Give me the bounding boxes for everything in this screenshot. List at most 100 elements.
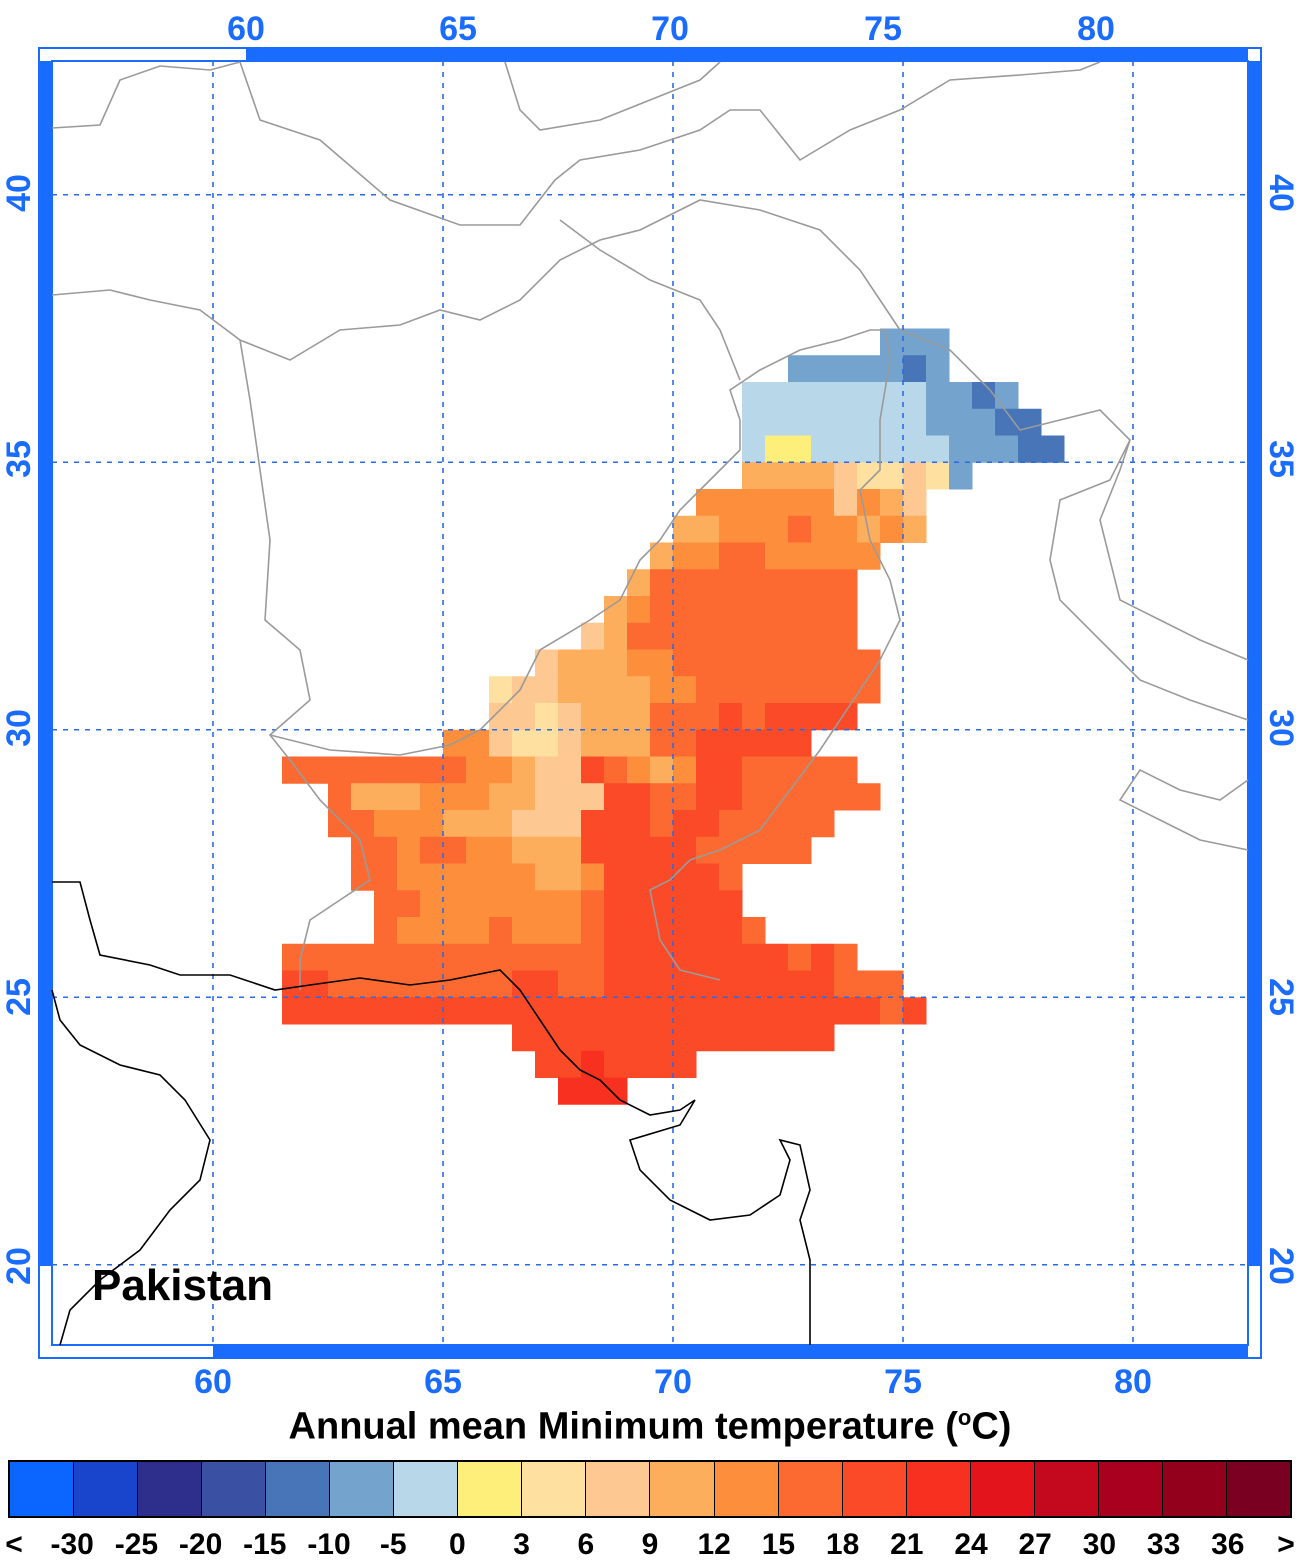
temperature-cell: [742, 703, 766, 731]
colorbar-swatch: [714, 1462, 779, 1516]
temperature-cell: [788, 462, 812, 490]
temperature-cell: [535, 756, 559, 784]
temperature-cell: [903, 489, 927, 517]
bottom-axis-bar: [213, 1345, 1248, 1358]
temperature-cell: [742, 676, 766, 704]
colorbar-swatch: [842, 1462, 907, 1516]
colorbar-swatch: [650, 1462, 715, 1516]
temperature-cell: [742, 542, 766, 570]
temperature-cell: [627, 1024, 651, 1052]
temperature-cell: [1018, 435, 1042, 463]
left-lat-tick: 40: [0, 174, 38, 212]
colorbar-swatch: [458, 1462, 523, 1516]
temperature-cell: [811, 542, 835, 570]
top-lon-tick: 70: [651, 10, 689, 48]
temperature-cell: [742, 515, 766, 543]
colorbar-swatch: [10, 1462, 75, 1516]
temperature-cell: [673, 515, 697, 543]
temperature-cell: [696, 810, 720, 838]
temperature-cell: [834, 676, 858, 704]
colorbar-swatch: [906, 1462, 971, 1516]
temperature-cell: [765, 997, 789, 1025]
temperature-cell: [627, 863, 651, 891]
temperature-cell: [489, 729, 513, 757]
temperature-cell: [673, 1050, 697, 1078]
temperature-cell: [466, 836, 490, 864]
temperature-cell: [627, 783, 651, 811]
left-lat-tick: 35: [0, 440, 38, 478]
temperature-cell: [397, 810, 421, 838]
right-lat-tick: 25: [1262, 978, 1300, 1016]
temperature-cell: [627, 703, 651, 731]
temperature-cell: [604, 943, 628, 971]
temperature-cell: [558, 649, 582, 677]
temperature-cell: [604, 703, 628, 731]
temperature-cell: [604, 997, 628, 1025]
temperature-cell: [650, 622, 674, 650]
temperature-cell: [512, 810, 536, 838]
temperature-cell: [650, 836, 674, 864]
temperature-cell: [535, 810, 559, 838]
temperature-cell: [788, 515, 812, 543]
temperature-cell: [857, 783, 881, 811]
temperature-cell: [512, 729, 536, 757]
temperature-cell: [466, 943, 490, 971]
temperature-cell: [696, 515, 720, 543]
temperature-cell: [397, 997, 421, 1025]
temperature-cell: [604, 596, 628, 624]
temperature-cell: [834, 382, 858, 410]
temperature-cell: [880, 435, 904, 463]
temperature-cell: [742, 783, 766, 811]
temperature-cell: [788, 596, 812, 624]
temperature-cell: [328, 810, 352, 838]
temperature-cell: [742, 917, 766, 945]
temperature-cell: [857, 997, 881, 1025]
temperature-cell: [765, 783, 789, 811]
temperature-cell: [995, 408, 1019, 436]
temperature-cell: [788, 836, 812, 864]
temperature-cell: [811, 970, 835, 998]
temperature-cell: [834, 756, 858, 784]
temperature-cell: [696, 890, 720, 918]
right-latitude-ticks: 20 25 30 35 40: [1262, 174, 1300, 1285]
temperature-cell: [535, 943, 559, 971]
temperature-cell: [811, 408, 835, 436]
temperature-cell: [949, 408, 973, 436]
temperature-cell: [581, 943, 605, 971]
temperature-cell: [834, 622, 858, 650]
temperature-cell: [719, 997, 743, 1025]
temperature-cell: [604, 783, 628, 811]
temperature-cell: [719, 810, 743, 838]
temperature-cell: [397, 863, 421, 891]
temperature-cell: [834, 542, 858, 570]
temperature-cell: [420, 810, 444, 838]
left-lat-tick: 25: [0, 978, 38, 1016]
colorbar: [8, 1460, 1292, 1518]
temperature-cell: [535, 783, 559, 811]
temperature-cell: [466, 729, 490, 757]
temperature-cell: [443, 756, 467, 784]
temperature-cell: [581, 756, 605, 784]
temperature-cell: [397, 836, 421, 864]
temperature-cell: [443, 970, 467, 998]
temperature-cell: [857, 649, 881, 677]
temperature-cell: [788, 569, 812, 597]
temperature-cell: [742, 596, 766, 624]
temperature-cell: [443, 836, 467, 864]
temperature-cell: [719, 836, 743, 864]
temperature-cell: [466, 997, 490, 1025]
temperature-cell: [420, 783, 444, 811]
temperature-cell: [397, 783, 421, 811]
bottom-lon-tick: 70: [654, 1363, 692, 1400]
temperature-cell: [949, 462, 973, 490]
temperature-cell: [696, 756, 720, 784]
temperature-cell: [903, 515, 927, 543]
temperature-cell: [604, 810, 628, 838]
temperature-cell: [673, 676, 697, 704]
temperature-cell: [903, 997, 927, 1025]
temperature-cell: [811, 1024, 835, 1052]
temperature-cell: [627, 890, 651, 918]
temperature-cell: [834, 649, 858, 677]
temperature-cell: [558, 943, 582, 971]
temperature-cell: [788, 1024, 812, 1052]
